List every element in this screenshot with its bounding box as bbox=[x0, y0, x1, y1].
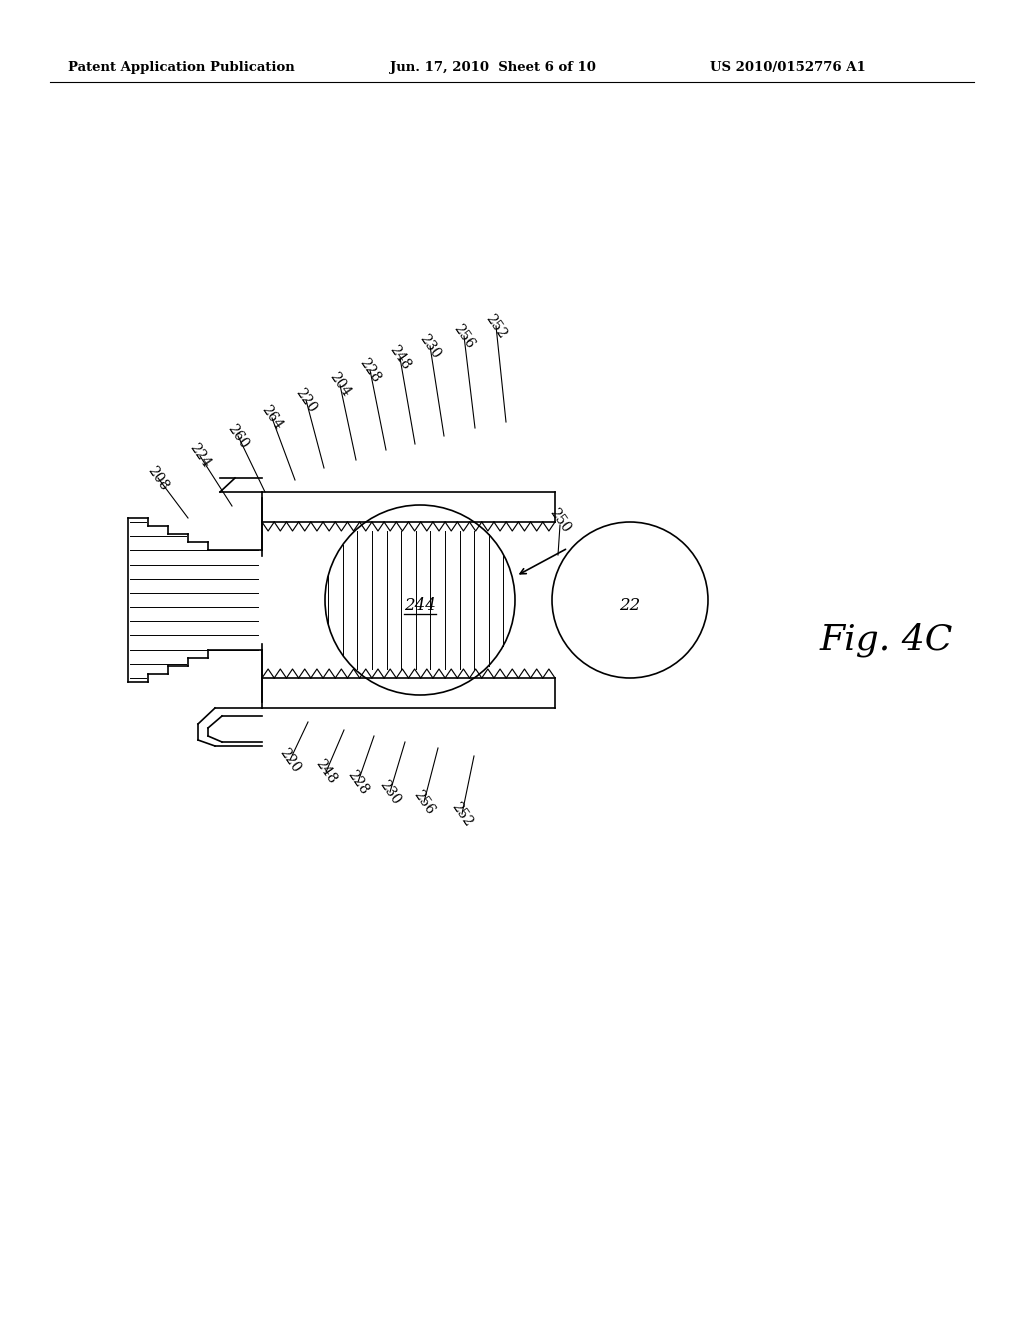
Text: 252: 252 bbox=[482, 312, 509, 341]
Text: 22: 22 bbox=[620, 597, 641, 614]
Text: 220: 220 bbox=[276, 746, 303, 775]
Text: 228: 228 bbox=[356, 355, 383, 384]
Text: 264: 264 bbox=[259, 403, 286, 433]
Text: 256: 256 bbox=[411, 787, 437, 817]
Text: 252: 252 bbox=[449, 799, 475, 829]
Text: Jun. 17, 2010  Sheet 6 of 10: Jun. 17, 2010 Sheet 6 of 10 bbox=[390, 62, 596, 74]
Text: 224: 224 bbox=[186, 441, 213, 471]
Text: 250: 250 bbox=[547, 506, 573, 535]
Text: 204: 204 bbox=[327, 370, 353, 400]
Text: 244: 244 bbox=[404, 597, 436, 614]
Text: 256: 256 bbox=[451, 321, 477, 351]
Text: 230: 230 bbox=[417, 331, 443, 360]
Text: Patent Application Publication: Patent Application Publication bbox=[68, 62, 295, 74]
Text: 208: 208 bbox=[144, 463, 171, 492]
Text: Fig. 4C: Fig. 4C bbox=[820, 623, 953, 657]
Text: 248: 248 bbox=[387, 343, 414, 372]
Text: 248: 248 bbox=[312, 758, 339, 787]
Text: 220: 220 bbox=[293, 385, 319, 414]
Text: US 2010/0152776 A1: US 2010/0152776 A1 bbox=[710, 62, 865, 74]
Text: 260: 260 bbox=[224, 421, 251, 450]
Text: 228: 228 bbox=[345, 767, 372, 797]
Text: 230: 230 bbox=[377, 777, 403, 807]
